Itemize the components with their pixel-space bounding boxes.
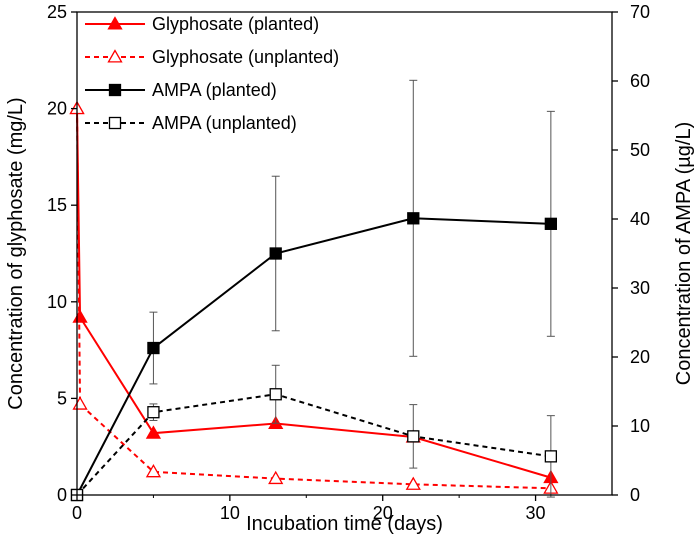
plot-frame: [76, 11, 613, 496]
y-right-tick-label: 70: [630, 2, 650, 22]
data-point: [405, 476, 421, 490]
data-point: [544, 450, 558, 463]
legend-entry: AMPA (planted): [85, 80, 277, 100]
y-left-tick-label: 25: [47, 2, 67, 22]
data-point: [268, 470, 284, 485]
y-left-tick-label: 10: [47, 292, 67, 312]
data-point: [269, 388, 282, 401]
y-right-tick-label: 40: [630, 209, 650, 229]
data-point: [72, 396, 88, 410]
y-axis-left-title: Concentration of glyphosate (mg/L): [5, 97, 27, 409]
y-right-tick-label: 50: [630, 140, 650, 160]
legend-label: AMPA (unplanted): [152, 113, 297, 133]
data-point: [407, 430, 420, 443]
legend-label: AMPA (planted): [152, 80, 277, 100]
legend-entry: AMPA (unplanted): [85, 113, 297, 133]
series-line: [76, 108, 551, 490]
y-left-tick-label: 15: [47, 195, 67, 215]
data-point: [544, 217, 558, 230]
legend-label: Glyphosate (planted): [152, 14, 319, 34]
data-point: [145, 464, 162, 478]
y-right-tick-label: 60: [630, 71, 650, 91]
y-axis-right-title: Concentration of AMPA (µg/L): [673, 122, 695, 386]
axes: 0 10 20 30 0 5 10 15 20 25 0 10 20 30 40 50 60 70: [47, 2, 650, 523]
data-point: [269, 247, 282, 260]
series-line: [76, 108, 552, 479]
y-right-tick-label: 30: [630, 278, 650, 298]
data-point: [407, 212, 420, 225]
series-line: [76, 217, 551, 496]
legend-marker: [107, 49, 123, 63]
x-axis-title: Incubation time (days): [246, 513, 443, 535]
y-left-tick-label: 20: [47, 99, 67, 119]
x-tick-label: 0: [72, 503, 82, 523]
y-right-tick-label: 10: [630, 416, 650, 436]
x-tick-label: 20: [373, 503, 393, 523]
legend-label: Glyphosate (unplanted): [152, 47, 339, 67]
y-left-tick-label: 0: [57, 485, 67, 505]
x-tick-label: 30: [526, 503, 546, 523]
data-point: [147, 406, 160, 419]
legend: Glyphosate (planted) Glyphosate (unplante…: [85, 14, 339, 133]
data-point: [145, 425, 162, 439]
plot-area: [69, 79, 559, 502]
series-glyphosate-unplanted: [69, 100, 559, 494]
data-point: [147, 341, 160, 355]
legend-marker: [107, 16, 123, 30]
legend-marker: [108, 116, 122, 130]
y-right-tick-label: 20: [630, 347, 650, 367]
legend-entry: Glyphosate (unplanted): [85, 47, 339, 67]
x-tick-label: 10: [220, 503, 240, 523]
series-glyphosate-planted: [69, 100, 559, 484]
y-right-tick-label: 0: [630, 485, 640, 505]
y-left-tick-label: 5: [57, 388, 67, 408]
series-ampa-planted: [70, 79, 558, 502]
series-ampa-unplanted: [70, 364, 558, 502]
legend-marker: [108, 83, 122, 97]
legend-entry: Glyphosate (planted): [85, 14, 319, 34]
